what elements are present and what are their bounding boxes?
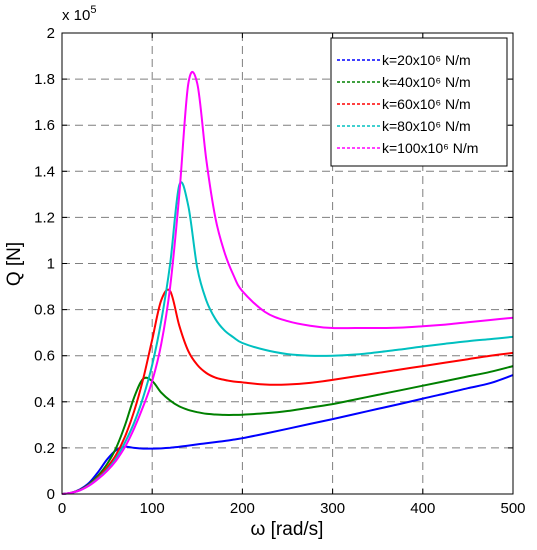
series-lines: [61, 71, 514, 495]
y-tick-label: 1.6: [34, 117, 55, 134]
legend: k=20x10⁶ N/m k=40x10⁶ N/m k=60x10⁶ N/m k=80…: [330, 37, 508, 167]
legend-label: k=80x10⁶ N/m: [382, 118, 471, 134]
y-tick-label: 1.4: [34, 163, 55, 180]
y-tick-label: 0.4: [34, 394, 55, 411]
y-multiplier: x 105: [62, 4, 96, 24]
axis-ticks: [61, 32, 514, 495]
legend-label: k=40x10⁶ N/m: [382, 74, 471, 90]
x-axis-title: ω [rad/s]: [251, 519, 324, 540]
y-tick-label: 0: [47, 486, 55, 503]
grid-lines: [62, 33, 513, 494]
y-axis-title: Q [N]: [4, 242, 25, 286]
series-line: [61, 365, 514, 495]
legend-box: [330, 37, 508, 167]
x-tick-label: 500: [500, 500, 525, 517]
y-tick-label: 1.2: [34, 209, 55, 226]
legend-label: k=60x10⁶ N/m: [382, 96, 471, 112]
y-tick-label: 0.6: [34, 348, 55, 365]
y-tick-label: 0.2: [34, 440, 55, 457]
x-tick-label: 300: [320, 500, 345, 517]
legend-label: k=20x10⁶ N/m: [382, 52, 471, 68]
series-line: [61, 71, 514, 495]
x-tick-labels: 0 100 200 300 400 500: [58, 500, 526, 517]
x-tick-label: 0: [58, 500, 66, 517]
legend-label: k=100x10⁶ N/m: [382, 140, 478, 156]
series-line: [61, 374, 514, 495]
series-line: [61, 288, 514, 495]
x-tick-label: 200: [230, 500, 255, 517]
y-tick-labels: 0 0.2 0.4 0.6 0.8 1 1.2 1.4 1.6 1.8 2: [34, 25, 55, 503]
y-tick-label: 1.8: [34, 71, 55, 88]
y-tick-label: 2: [47, 25, 55, 42]
x-tick-label: 400: [410, 500, 435, 517]
y-tick-label: 0.8: [34, 302, 55, 319]
y-tick-label: 1: [47, 256, 55, 273]
x-tick-label: 100: [140, 500, 165, 517]
